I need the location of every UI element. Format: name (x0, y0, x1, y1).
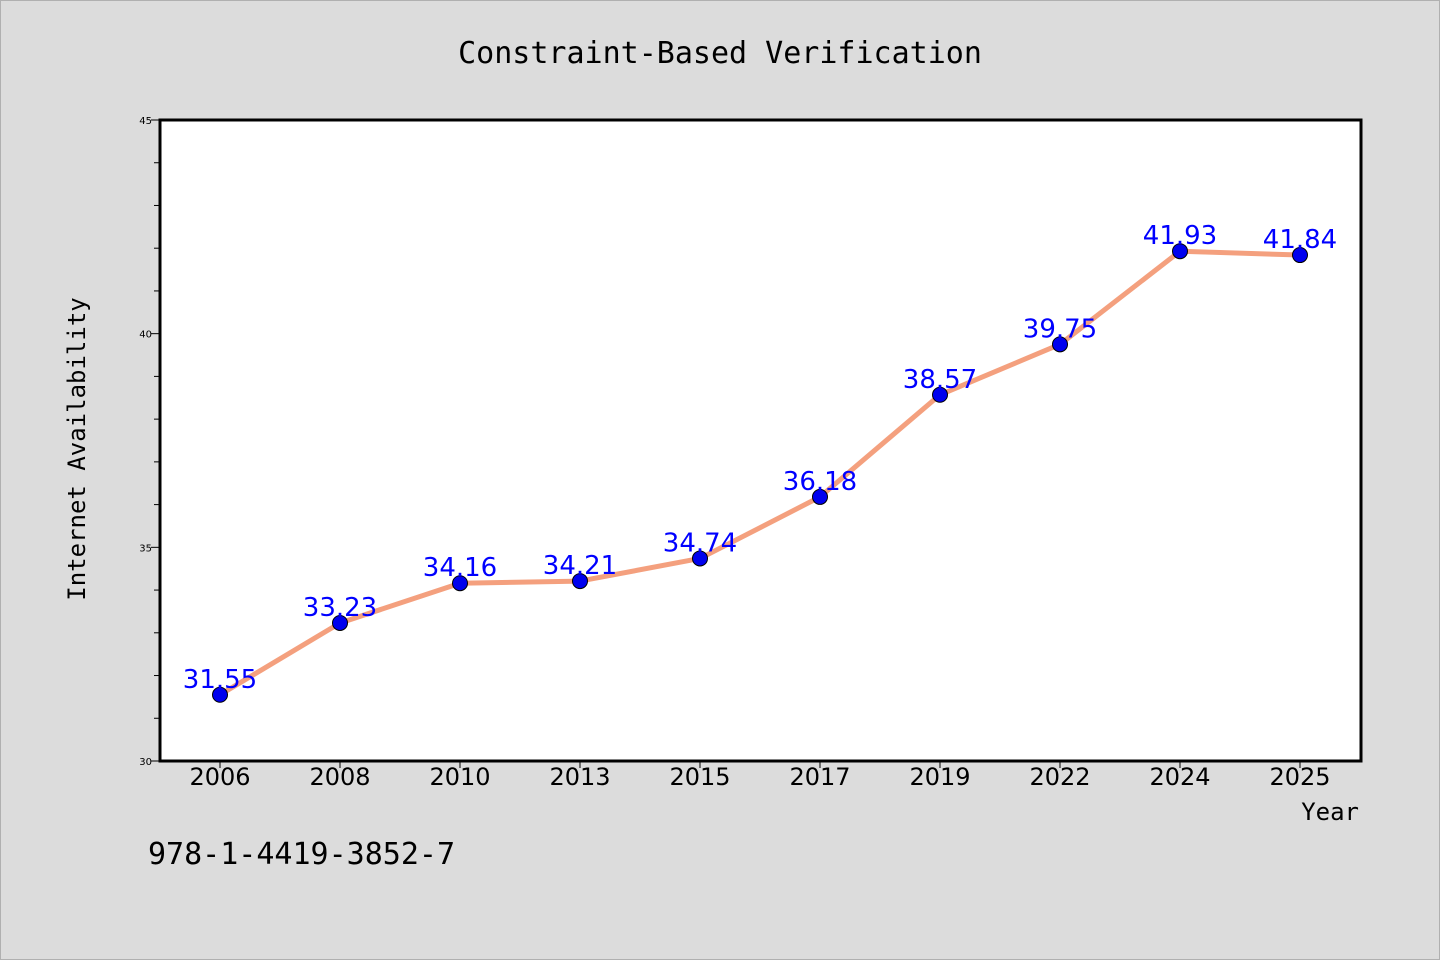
x-tick-label: 2013 (549, 763, 610, 791)
y-tick-label: 35 (139, 543, 152, 554)
data-point (1172, 243, 1188, 260)
data-label: 41.93 (1143, 221, 1217, 251)
x-tick-label: 2022 (1029, 763, 1090, 791)
series-line (217, 248, 1303, 698)
data-point (452, 575, 468, 592)
chart-title: Constraint-Based Verification (458, 36, 982, 71)
data-label: 33.23 (303, 593, 377, 623)
x-tick-label: 2010 (429, 763, 490, 791)
y-tick-label: 45 (139, 116, 152, 127)
data-label: 36.18 (783, 467, 857, 497)
x-axis-label: Year (1301, 798, 1359, 826)
data-point (812, 488, 828, 505)
x-tick-label: 2006 (189, 763, 250, 791)
y-tick-label: 40 (139, 330, 152, 341)
x-tick-label: 2024 (1149, 763, 1210, 791)
data-label: 31.55 (183, 665, 257, 695)
plot-area (160, 120, 1361, 761)
x-tick-label: 2017 (789, 763, 850, 791)
series-layer: 31.55 33.23 34.16 34.21 34.74 36.18 38.57 39.75… (183, 221, 1337, 703)
x-tick-label: 2015 (669, 763, 730, 791)
data-point (1292, 247, 1308, 264)
x-tick-label: 2025 (1269, 763, 1330, 791)
plot-frame (158, 118, 1363, 763)
data-point (212, 686, 228, 703)
x-tick-label: 2008 (309, 763, 370, 791)
x-axis: 2006 2008 2010 2013 2015 2017 2019 2022 2024 2025 (189, 761, 1331, 791)
data-label: 38.57 (903, 365, 977, 395)
data-point (572, 573, 588, 590)
data-label: 41.84 (1263, 225, 1337, 255)
data-point (692, 550, 708, 567)
data-label: 34.74 (663, 528, 737, 558)
isbn-annotation: 978-1-4419-3852-7 (148, 837, 455, 872)
y-tick-label: 30 (139, 757, 152, 768)
data-label: 34.21 (543, 551, 617, 581)
data-point (932, 386, 948, 403)
x-tick-label: 2019 (909, 763, 970, 791)
data-point (1052, 336, 1068, 353)
data-point (332, 614, 348, 631)
data-label: 34.16 (423, 553, 497, 583)
y-axis-label: Internet Availability (63, 297, 91, 600)
data-label: 39.75 (1023, 314, 1097, 344)
